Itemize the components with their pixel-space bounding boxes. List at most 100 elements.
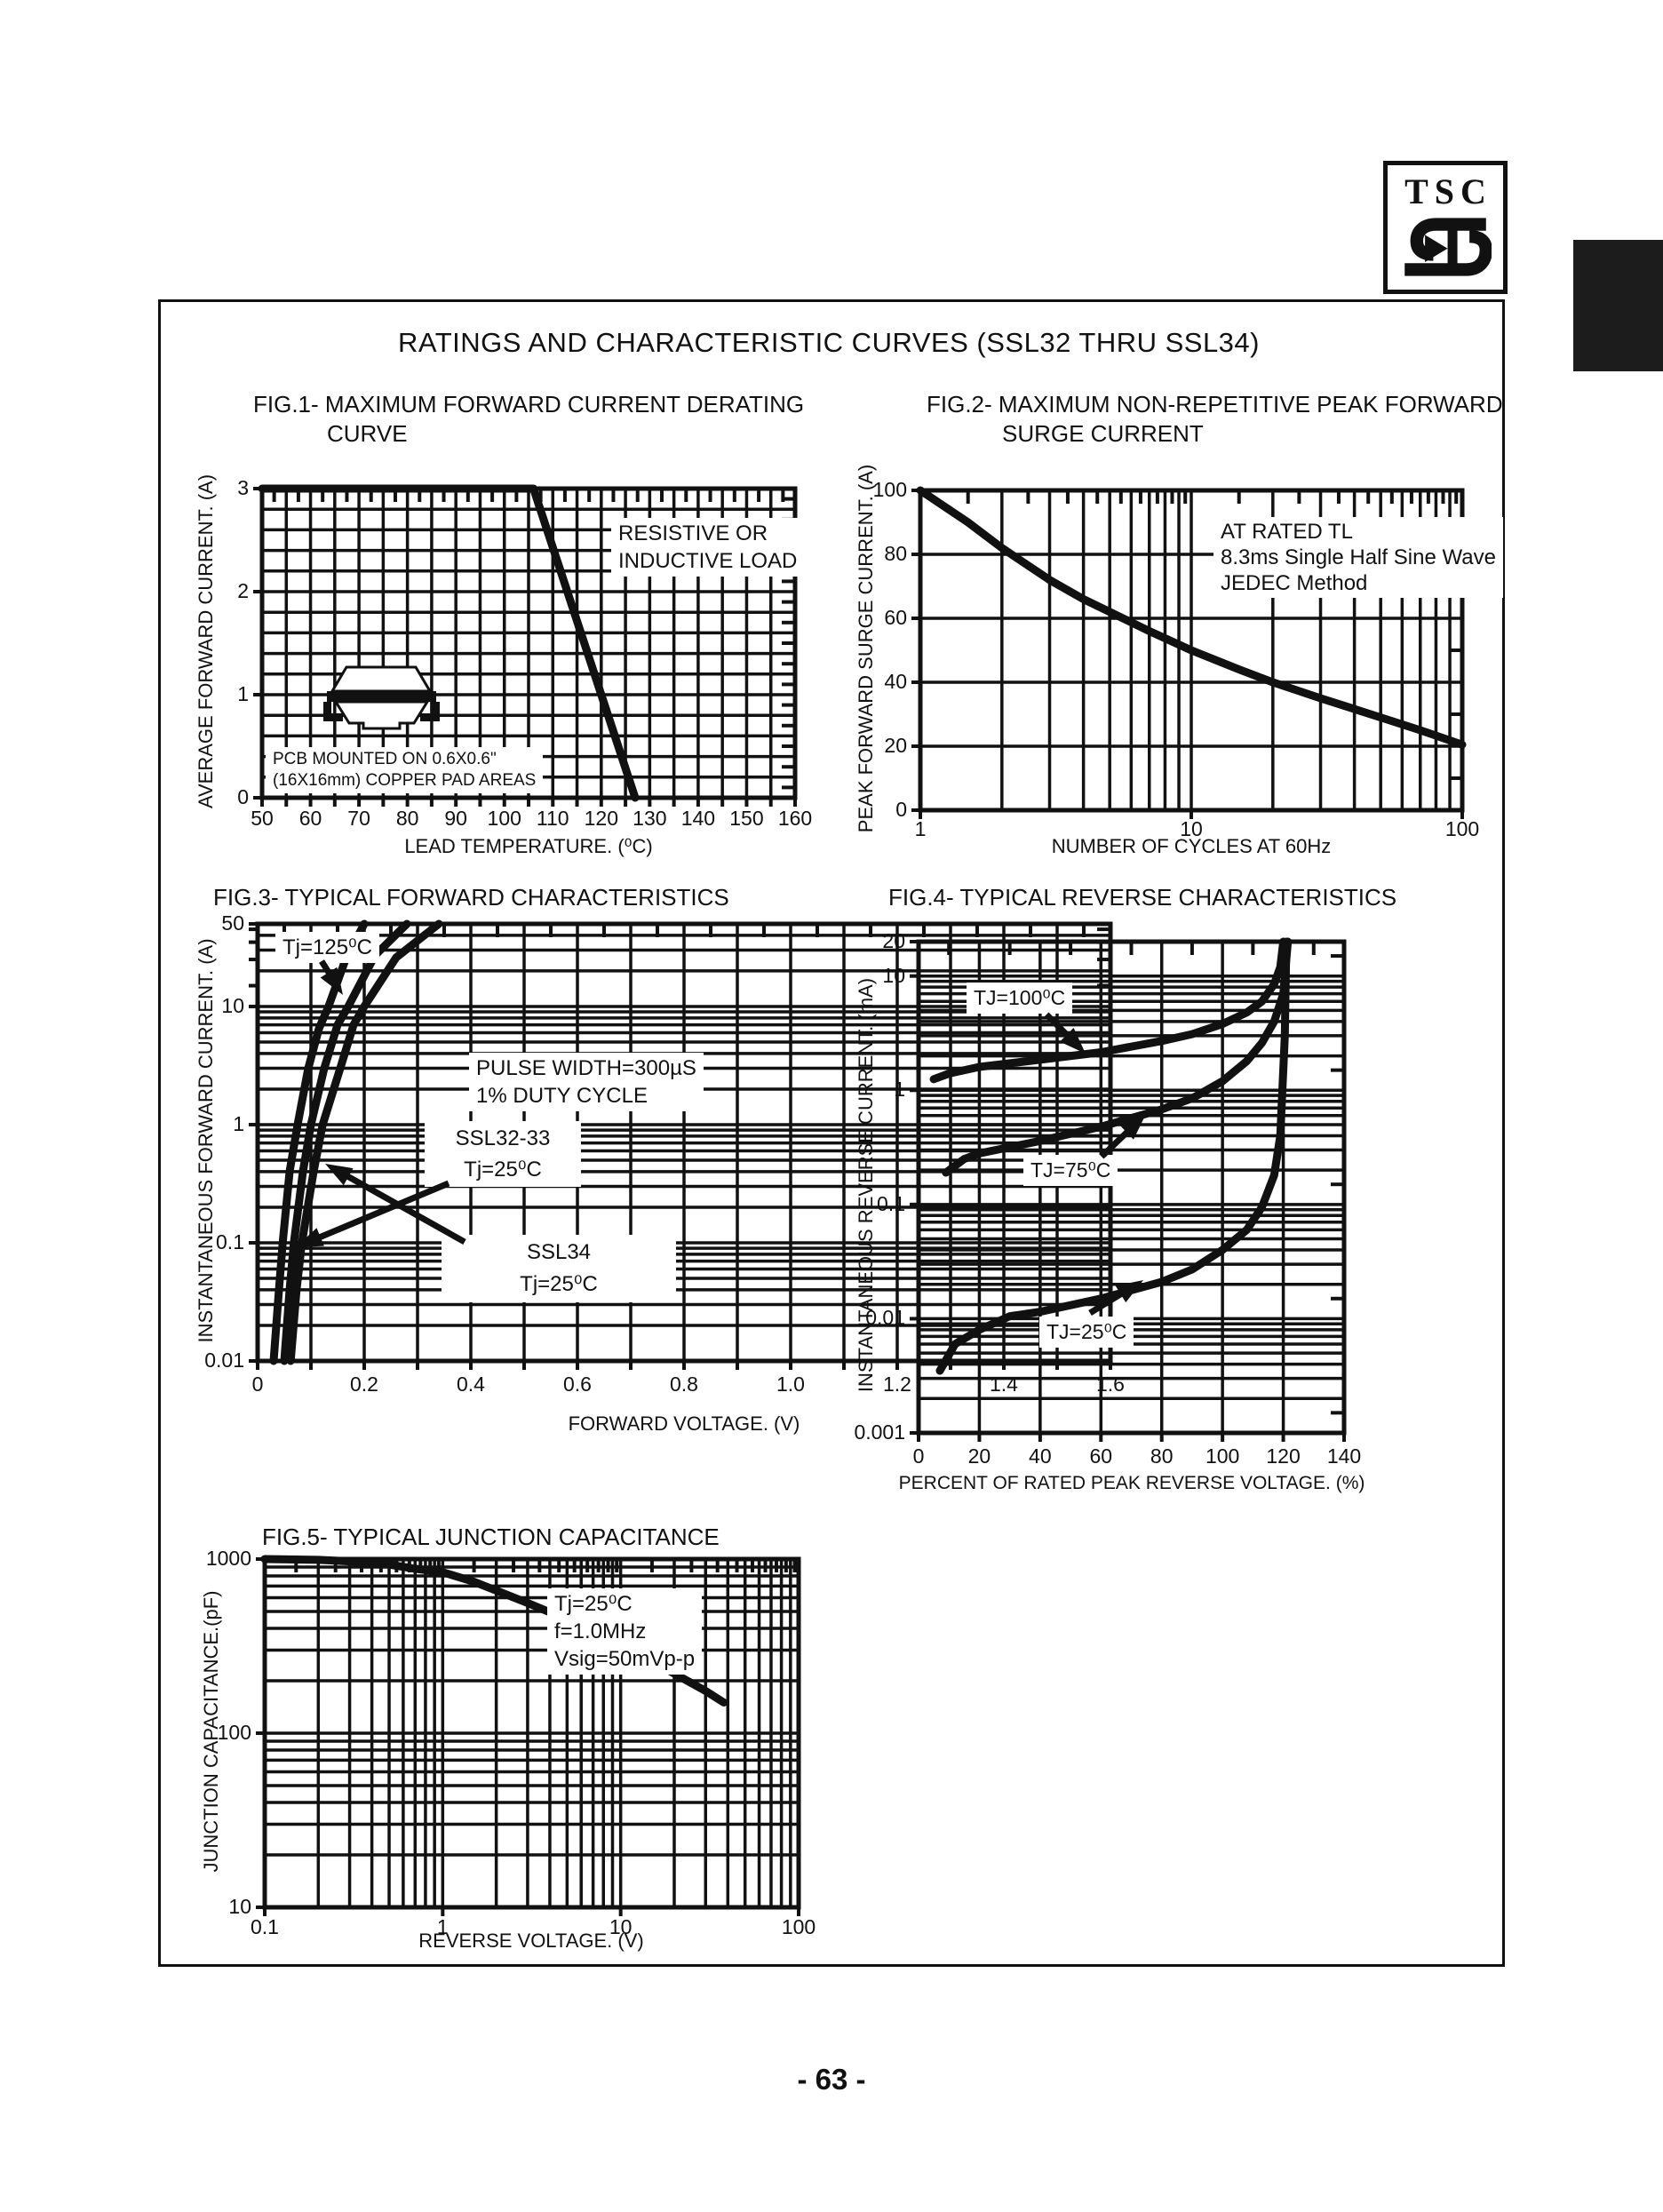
fig3-x-tick-1-6: 1.6 bbox=[1096, 1373, 1125, 1396]
fig2-y-tick-40: 40 bbox=[884, 670, 907, 693]
page-title: RATINGS AND CHARACTERISTIC CURVES (SSL32… bbox=[397, 327, 1260, 358]
fig3-y-tick-10: 10 bbox=[221, 993, 244, 1017]
fig3-plot bbox=[249, 919, 1113, 1370]
fig4-tj25-label: TJ=25⁰C bbox=[1039, 1317, 1134, 1348]
fig4-tj75-arrow-head bbox=[1119, 1114, 1146, 1140]
fig1-y-tick-0: 0 bbox=[237, 785, 249, 808]
fig3-x-tick-1-2: 1.2 bbox=[883, 1373, 911, 1396]
fig2-x-axis-label: NUMBER OF CYCLES AT 60Hz bbox=[1051, 835, 1332, 857]
fig4-x-tick-40: 40 bbox=[1029, 1444, 1052, 1468]
fig3-pulse-note-text: PULSE WIDTH=300µS bbox=[476, 1056, 696, 1080]
fig1-x-tick-50: 50 bbox=[251, 807, 274, 830]
fig2-curve-surge-current bbox=[916, 486, 1467, 749]
fig4-x-tick-100: 100 bbox=[1205, 1444, 1240, 1468]
fig1-y-tick-1: 1 bbox=[237, 682, 249, 705]
fig1-x-tick-110: 110 bbox=[536, 807, 569, 830]
fig1-x-tick-60: 60 bbox=[298, 807, 322, 830]
fig2-x-tick-1: 1 bbox=[914, 817, 927, 840]
fig3-ssl34-label-text: SSL34 bbox=[526, 1240, 592, 1264]
fig3-y-tick-0-1: 0.1 bbox=[216, 1229, 244, 1253]
fig2-y-tick-0: 0 bbox=[895, 798, 907, 821]
fig5-conditions-note-text: f=1.0MHz bbox=[554, 1619, 647, 1643]
fig3-pulse-note-text: 1% DUTY CYCLE bbox=[476, 1084, 648, 1108]
fig3-ssl3233-label: SSL32-33 Tj=25⁰C bbox=[425, 1121, 581, 1187]
fig4-tj100-arrow-head bbox=[1060, 1028, 1086, 1054]
fig3-x-tick-0-6: 0.6 bbox=[563, 1373, 592, 1396]
fig2-conditions-note-text: JEDEC Method bbox=[1221, 571, 1368, 595]
fig1-title-line-2: CURVE bbox=[327, 420, 408, 447]
tsc-logo-text: TSC bbox=[1404, 171, 1492, 211]
fig4-tj25-arrow bbox=[1088, 1288, 1127, 1316]
fig4-y-tick-20: 20 bbox=[882, 929, 905, 952]
fig1-pcb-note-text: PCB MOUNTED ON 0.6X0.6" bbox=[273, 750, 497, 768]
fig5-title-line-1: FIG.5- TYPICAL JUNCTION CAPACITANCE bbox=[262, 1524, 720, 1550]
fig5-conditions-note-text: Vsig=50mVp-p bbox=[554, 1647, 696, 1671]
fig2-y-tick-60: 60 bbox=[884, 606, 907, 629]
fig3-y-tick-0-01: 0.01 bbox=[204, 1349, 244, 1372]
fig1-load-note-text: RESISTIVE OR bbox=[618, 521, 768, 545]
fig2-conditions-note-text: AT RATED TL bbox=[1221, 520, 1353, 544]
fig1-y-tick-3: 3 bbox=[237, 476, 249, 499]
fig5-y-tick-10: 10 bbox=[228, 1895, 251, 1918]
page-number: - 63 - bbox=[797, 2063, 866, 2096]
fig5-x-tick-0-1: 0.1 bbox=[251, 1915, 279, 1938]
fig3-title-line-1: FIG.3- TYPICAL FORWARD CHARACTERISTICS bbox=[213, 884, 729, 911]
fig3-x-tick-0-8: 0.8 bbox=[670, 1373, 698, 1396]
fig1-x-axis-label: LEAD TEMPERATURE. (⁰C) bbox=[404, 835, 653, 857]
fig4-tj75-label: TJ=75⁰C bbox=[1023, 1155, 1118, 1186]
fig4-curve-tj-25c bbox=[935, 937, 1291, 1375]
fig1-x-tick-150: 150 bbox=[729, 807, 764, 830]
fig4-curve-tj-75c bbox=[942, 937, 1293, 1177]
fig4-x-axis-label: PERCENT OF RATED PEAK REVERSE VOLTAGE. (… bbox=[898, 1473, 1365, 1493]
fig4-tj100-label: TJ=100⁰C bbox=[967, 983, 1073, 1014]
fig3-ssl34-label-text: Tj=25⁰C bbox=[520, 1272, 598, 1296]
fig3-y-tick-1: 1 bbox=[233, 1111, 244, 1135]
fig5-x-tick-10: 10 bbox=[609, 1915, 633, 1938]
fig2-x-tick-100: 100 bbox=[1444, 817, 1480, 840]
fig4-x-tick-80: 80 bbox=[1150, 1444, 1174, 1468]
fig4-y-tick-1: 1 bbox=[894, 1078, 905, 1102]
fig4-y-tick-0-1: 0.1 bbox=[877, 1191, 905, 1215]
fig1-x-tick-130: 130 bbox=[633, 807, 667, 830]
fig3-ssl3233-label-text: Tj=25⁰C bbox=[464, 1158, 542, 1182]
fig1-load-note: RESISTIVE OR INDUCTIVE LOAD bbox=[611, 518, 805, 577]
content-border bbox=[158, 299, 1505, 1967]
fig3-x-axis-label: FORWARD VOLTAGE. (V) bbox=[568, 1412, 800, 1435]
fig4-x-tick-140: 140 bbox=[1326, 1444, 1362, 1468]
fig3-pulse-note: PULSE WIDTH=300µS 1% DUTY CYCLE bbox=[469, 1053, 704, 1111]
fig3-x-tick-1-4: 1.4 bbox=[990, 1373, 1018, 1396]
fig3-x-tick-0-2: 0.2 bbox=[350, 1373, 378, 1396]
fig4-y-tick-0-01: 0.01 bbox=[865, 1306, 905, 1330]
fig3-curve-ssl32-33-tj-25c bbox=[280, 919, 411, 1365]
fig1-x-tick-120: 120 bbox=[584, 807, 618, 830]
fig2-conditions-note: AT RATED TL 8.3ms Single Half Sine Wave JE… bbox=[1213, 517, 1503, 598]
fig4-tj25-label-text: TJ=25⁰C bbox=[1046, 1320, 1127, 1343]
fig3-ssl3233-arrow bbox=[314, 1180, 450, 1242]
fig4-title-line-1: FIG.4- TYPICAL REVERSE CHARACTERISTICS bbox=[888, 884, 1397, 911]
fig4-plot bbox=[910, 937, 1347, 1442]
fig1-pcb-note-text: (16X16mm) COPPER PAD AREAS bbox=[273, 771, 537, 790]
tsc-logo-icon bbox=[1404, 218, 1492, 276]
fig1-load-note-text: INDUCTIVE LOAD bbox=[618, 549, 798, 573]
fig2-y-tick-100: 100 bbox=[872, 478, 907, 501]
fig1-x-tick-80: 80 bbox=[395, 807, 419, 830]
fig3-curve-ssl34-tj-25c bbox=[286, 919, 443, 1365]
fig1-x-tick-140: 140 bbox=[680, 807, 716, 830]
fig4-tj25-arrow-head bbox=[1115, 1280, 1143, 1303]
fig1-x-tick-90: 90 bbox=[444, 807, 467, 830]
fig4-curve-tj-100c bbox=[929, 937, 1288, 1084]
fig4-tj75-arrow bbox=[1099, 1126, 1134, 1159]
fig3-tj125-label-text: Tj=125⁰C bbox=[282, 935, 373, 959]
fig2-x-tick-10: 10 bbox=[1180, 817, 1203, 840]
fig3-ssl34-arrow-head bbox=[325, 1164, 354, 1186]
fig1-x-tick-100: 100 bbox=[487, 807, 521, 830]
fig1-title-line-1: FIG.1- MAXIMUM FORWARD CURRENT DERATING bbox=[253, 391, 805, 418]
fig4-x-tick-20: 20 bbox=[967, 1444, 991, 1468]
fig3-tj125-arrow-head bbox=[320, 967, 343, 995]
fig1-pcb-note: PCB MOUNTED ON 0.6X0.6" (16X16mm) COPPER … bbox=[266, 747, 544, 793]
fig5-x-tick-100: 100 bbox=[781, 1915, 816, 1938]
fig4-y-tick-0-001: 0.001 bbox=[854, 1420, 905, 1444]
fig5-x-tick-1: 1 bbox=[436, 1915, 449, 1938]
